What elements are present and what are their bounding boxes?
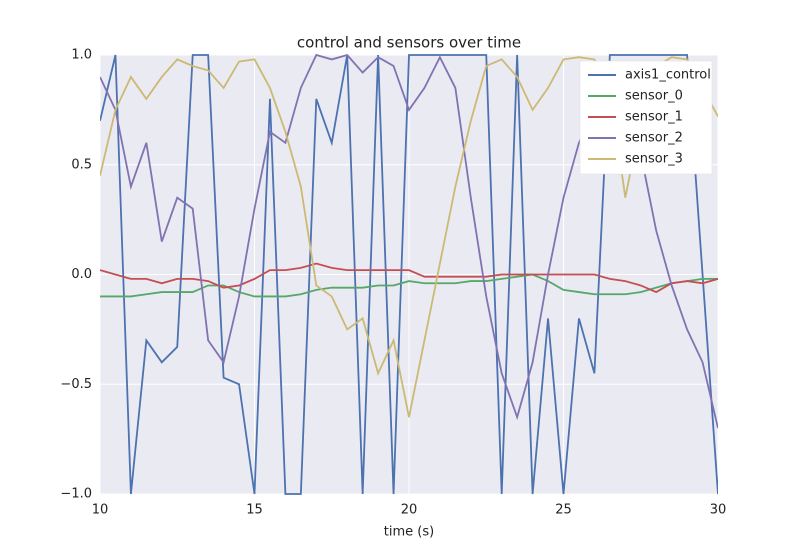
legend-label: sensor_2 (625, 131, 683, 146)
y-tick-label: 0.0 (71, 267, 92, 282)
chart-title: control and sensors over time (297, 34, 521, 52)
x-tick-label: 30 (710, 503, 727, 518)
y-tick-label: 1.0 (71, 48, 92, 63)
legend-label: sensor_3 (625, 152, 683, 167)
series-line (100, 54, 718, 495)
x-tick-label: 20 (401, 503, 418, 518)
legend-label: sensor_1 (625, 110, 683, 125)
legend-label: axis1_control (625, 68, 711, 83)
series-line (100, 262, 718, 294)
x-tick-label: 25 (555, 503, 572, 518)
y-tick-label: −0.5 (60, 377, 92, 392)
x-tick-label: 10 (92, 503, 109, 518)
x-tick-label: 15 (246, 503, 263, 518)
y-tick-label: −1.0 (60, 487, 92, 502)
legend-label: sensor_0 (625, 89, 683, 104)
x-axis-label: time (s) (384, 525, 434, 540)
series-line (100, 273, 718, 298)
y-tick-label: 0.5 (71, 157, 92, 172)
